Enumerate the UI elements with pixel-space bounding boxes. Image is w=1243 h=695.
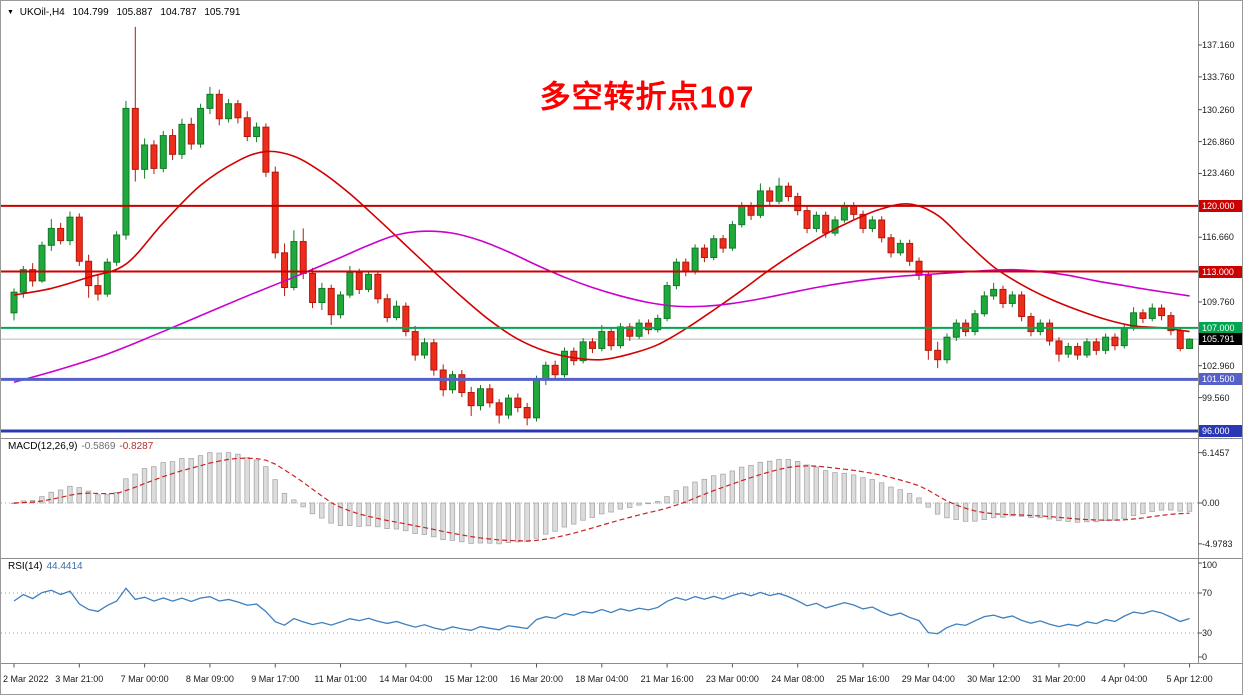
time-axis-label: 7 Mar 00:00 bbox=[120, 674, 169, 684]
rsi-series bbox=[1, 587, 1198, 635]
time-axis-label: 16 Mar 20:00 bbox=[509, 674, 563, 684]
time-axis-label: 4 Apr 04:00 bbox=[1101, 674, 1148, 684]
rsi-name: RSI(14) bbox=[8, 561, 43, 572]
ohlc-high-value: 105.887 bbox=[116, 7, 153, 18]
macd-value: -0.5869 bbox=[81, 441, 116, 452]
macd-signal-value: -0.8287 bbox=[119, 441, 154, 452]
price-tick-label: 109.760 bbox=[1202, 296, 1235, 307]
time-axis-label: 25 Mar 16:00 bbox=[836, 674, 890, 684]
macd-name: MACD(12,26,9) bbox=[8, 441, 78, 452]
price-tick-label: 133.760 bbox=[1202, 71, 1235, 82]
panel-separators bbox=[1, 1, 1242, 664]
symbol-timeframe-label: UKOil-,H4 bbox=[19, 7, 65, 18]
ma-slow bbox=[13, 230, 1190, 383]
price-tick-label: 137.160 bbox=[1202, 40, 1235, 50]
price-tick-label: 116.660 bbox=[1202, 232, 1234, 243]
chart-annotation-text[interactable]: 多空转折点107 bbox=[539, 79, 755, 115]
time-axis-label: 30 Mar 12:00 bbox=[967, 674, 1021, 684]
time-axis-label: 9 Mar 17:00 bbox=[251, 674, 300, 684]
time-axis-label: 31 Mar 20:00 bbox=[1032, 674, 1086, 684]
time-axis-label: 23 Mar 00:00 bbox=[705, 674, 759, 684]
macd-series bbox=[1, 452, 1198, 545]
price-tick-label: 99.560 bbox=[1202, 392, 1230, 403]
ma-fast bbox=[13, 150, 1190, 361]
time-axis-label: 3 Mar 21:00 bbox=[55, 674, 104, 684]
time-axis-label: 18 Mar 04:00 bbox=[575, 674, 629, 684]
time-axis-label: 5 Apr 12:00 bbox=[1166, 674, 1213, 684]
macd-tick-label: 0.00 bbox=[1202, 498, 1220, 508]
rsi-tick-label: 30 bbox=[1202, 628, 1213, 638]
price-level-chip: 101.500 bbox=[1199, 373, 1242, 386]
ohlc-close-value: 105.791 bbox=[204, 7, 241, 18]
horizontal-level-lines bbox=[1, 204, 1198, 433]
ohlc-low-value: 104.787 bbox=[160, 7, 197, 18]
axis-ticks bbox=[13, 44, 1202, 668]
ohlc-open-value: 104.799 bbox=[72, 7, 109, 18]
time-axis-label: 15 Mar 12:00 bbox=[444, 674, 498, 684]
time-axis-label: 2 Mar 2022 bbox=[3, 674, 49, 684]
rsi-tick-label: 100 bbox=[1202, 560, 1218, 570]
price-tick-label: 102.960 bbox=[1202, 360, 1235, 371]
price-level-chip: 107.000 bbox=[1199, 321, 1242, 334]
time-axis-label: 24 Mar 08:00 bbox=[771, 674, 825, 684]
collapse-arrow-icon[interactable]: ▼ bbox=[7, 9, 14, 16]
price-level-chip: 113.000 bbox=[1199, 265, 1242, 278]
rsi-indicator-label: RSI(14) 44.4414 bbox=[8, 561, 83, 572]
price-level-chip: 96.000 bbox=[1199, 424, 1242, 437]
price-level-chip: 120.000 bbox=[1199, 199, 1242, 212]
moving-averages bbox=[13, 150, 1190, 383]
price-tick-label: 123.460 bbox=[1202, 168, 1235, 179]
macd-tick-label: 6.1457 bbox=[1202, 447, 1230, 458]
time-axis-label: 8 Mar 09:00 bbox=[185, 674, 234, 684]
rsi-tick-label: 0 bbox=[1202, 652, 1208, 662]
macd-tick-label: -4.9783 bbox=[1202, 538, 1233, 549]
time-axis-label: 14 Mar 04:00 bbox=[379, 674, 433, 684]
price-tick-label: 130.260 bbox=[1202, 104, 1235, 115]
time-axis-label: 21 Mar 16:00 bbox=[640, 674, 694, 684]
rsi-value: 44.4414 bbox=[46, 561, 83, 572]
rsi-tick-label: 70 bbox=[1202, 588, 1213, 598]
candlestick-series bbox=[10, 26, 1194, 426]
time-axis-label: 11 Mar 01:00 bbox=[314, 674, 367, 684]
price-tick-label: 126.860 bbox=[1202, 136, 1235, 147]
macd-indicator-label: MACD(12,26,9) -0.5869 -0.8287 bbox=[8, 441, 153, 452]
time-axis-label: 29 Mar 04:00 bbox=[901, 674, 955, 684]
chart-symbol-title: ▼ UKOil-,H4 104.799 105.887 104.787 105.… bbox=[7, 7, 245, 18]
current-price-chip: 105.791 bbox=[1199, 333, 1242, 346]
